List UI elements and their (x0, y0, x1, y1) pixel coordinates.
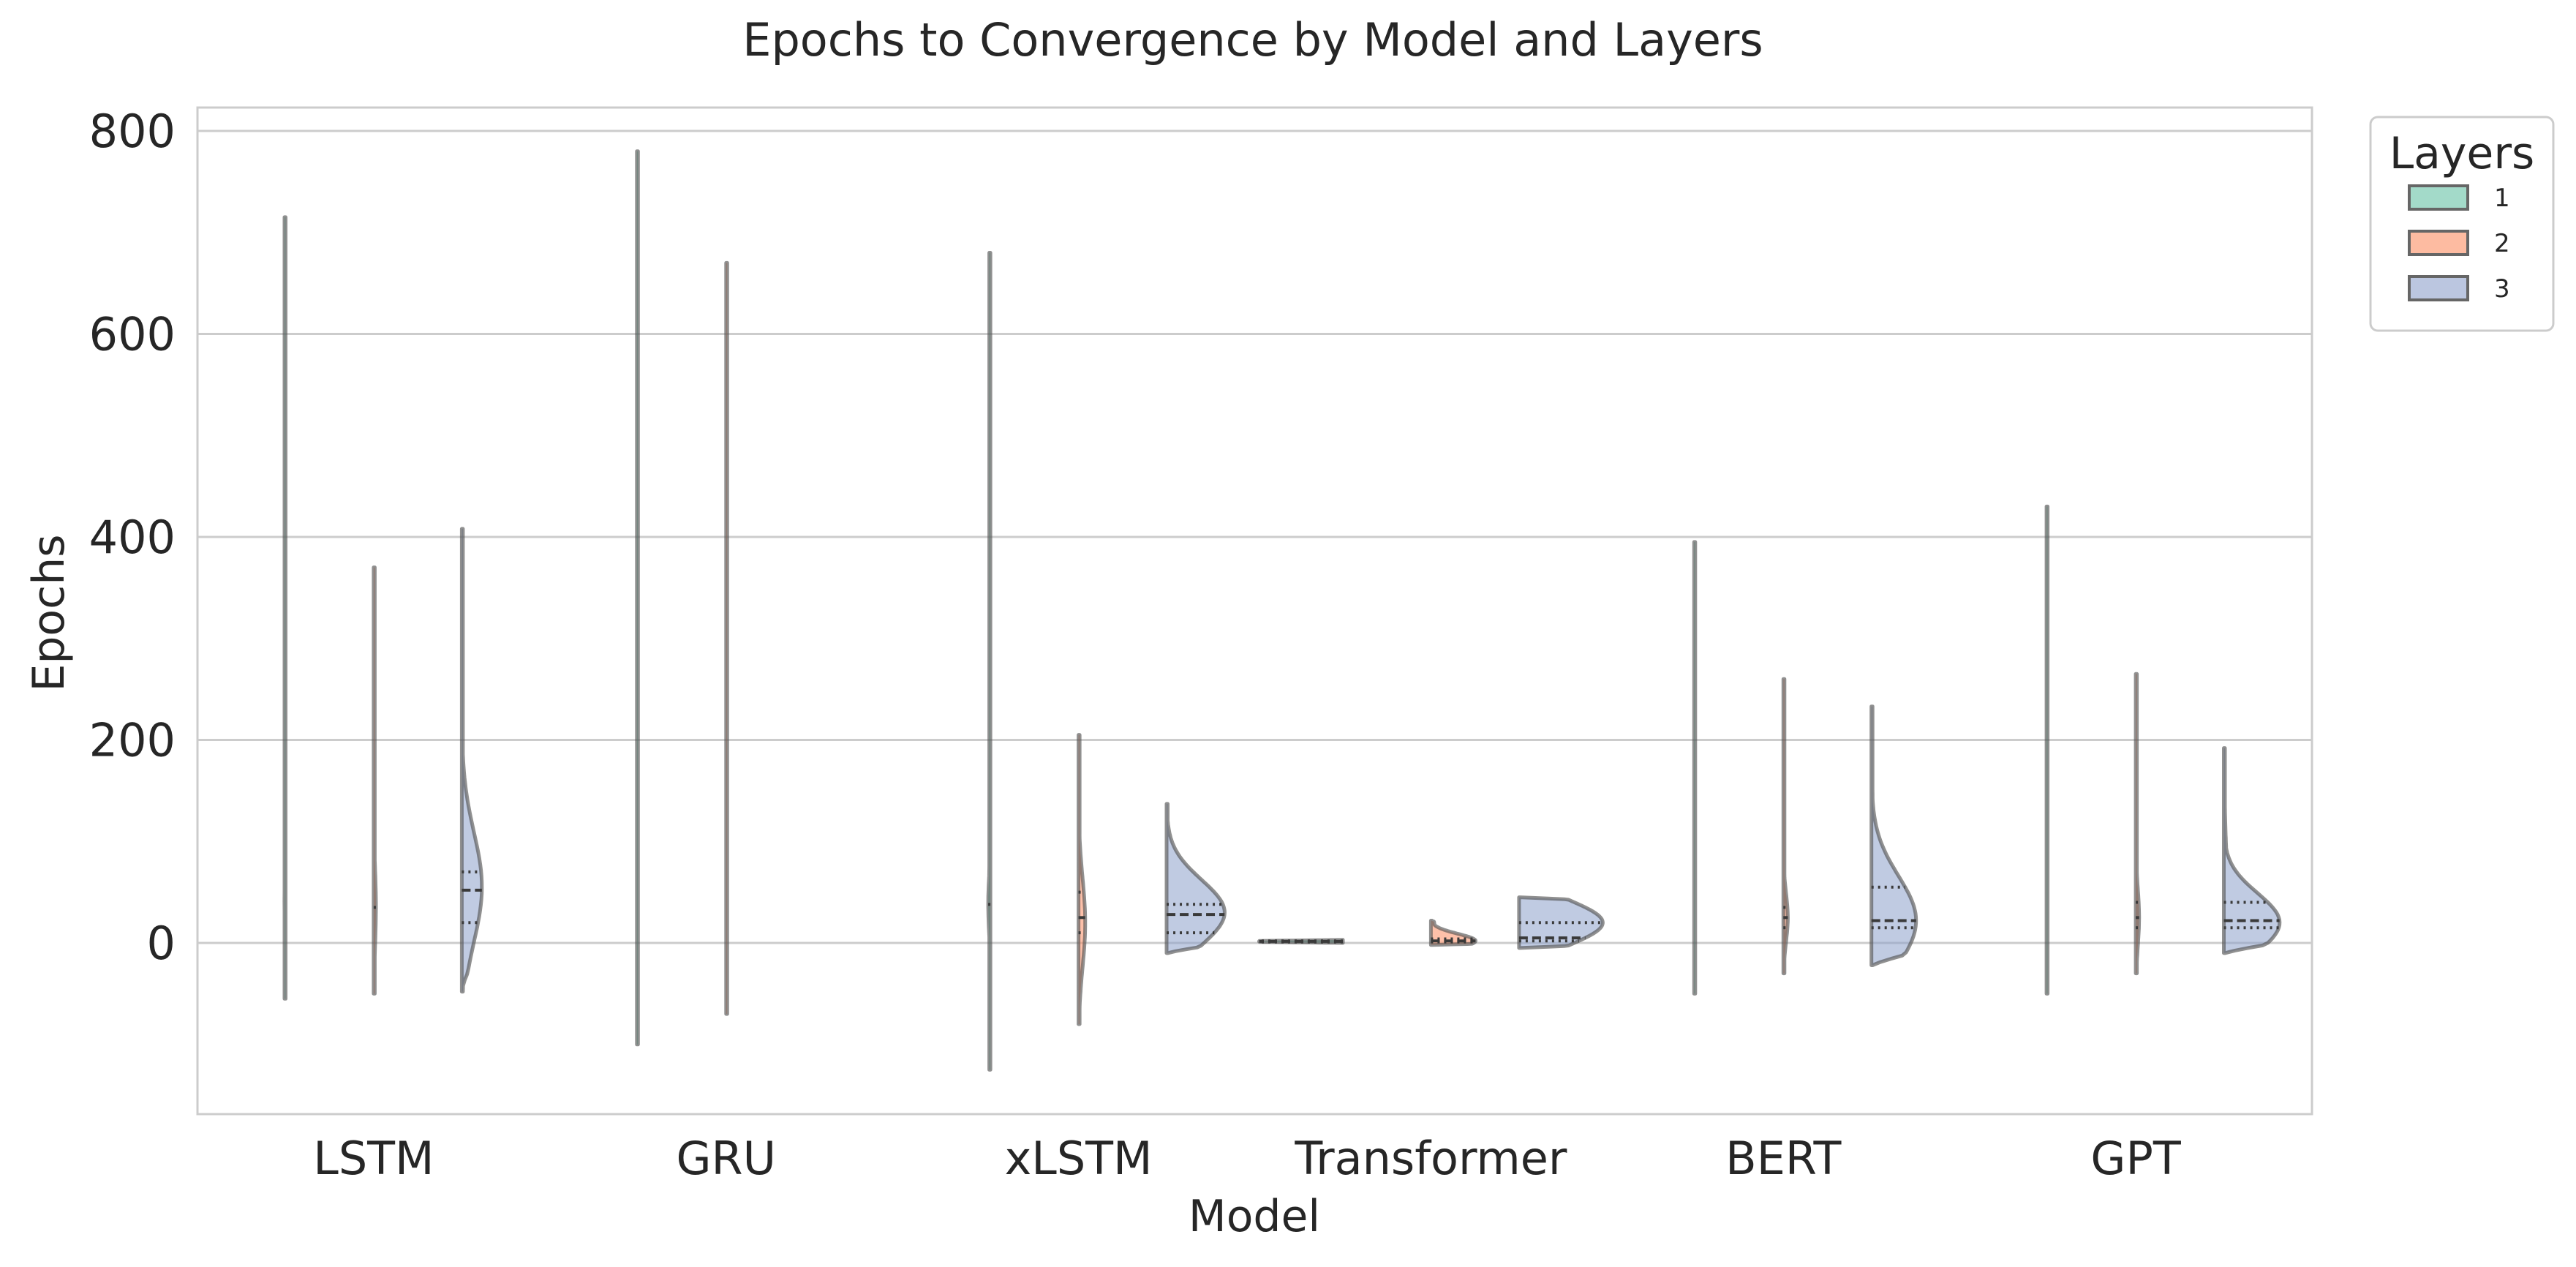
violin-layers-3-gpt (2222, 746, 2282, 955)
violin-layers-2-xlstm (1077, 733, 1088, 1026)
chart-title: Epochs to Convergence by Model and Layer… (742, 13, 1763, 67)
violin-layers-2-lstm (372, 565, 378, 996)
legend-entries: 1 2 3 (2408, 184, 2510, 304)
gridlines (197, 129, 2312, 944)
y-tick-label: 0 (147, 917, 176, 970)
violin-layers-1-gpt (2044, 504, 2050, 996)
legend-label-3: 3 (2494, 274, 2510, 304)
violin-layers-1-lstm (282, 215, 287, 1001)
legend-swatch-2 (2408, 230, 2469, 256)
y-tick-label: 800 (89, 105, 176, 158)
violin-layers-2-gru (724, 260, 729, 1016)
violin-layers-1-bert (1692, 540, 1698, 996)
x-tick-label: Transformer (1294, 1132, 1567, 1185)
violin-layers-3-xlstm (1164, 802, 1227, 955)
legend: Layers 1 2 3 (2369, 116, 2555, 332)
violin-layers-2-gpt (2134, 672, 2142, 976)
violin-layers-1-gru (635, 149, 640, 1047)
x-axis-label: Model (1189, 1191, 1320, 1242)
legend-swatch-3 (2408, 275, 2469, 301)
x-tick-label: GRU (676, 1132, 776, 1185)
violin-layers-1-xlstm (986, 251, 993, 1072)
legend-title: Layers (2389, 128, 2535, 179)
legend-swatch-1 (2408, 184, 2469, 211)
y-tick-label: 600 (89, 308, 176, 361)
x-axis-ticks: LSTM GRU xLSTM Transformer BERT GPT (313, 1132, 2182, 1185)
violin-layers-3-lstm (459, 527, 484, 994)
y-axis-label: Epochs (23, 535, 75, 692)
x-tick-label: GPT (2090, 1132, 2181, 1185)
plot-frame (196, 106, 2313, 1116)
y-tick-label: 200 (89, 714, 176, 767)
legend-label-2: 2 (2494, 229, 2510, 258)
x-tick-label: xLSTM (1005, 1132, 1153, 1185)
legend-label-1: 1 (2494, 184, 2510, 213)
violin-layers-3-transformer (1517, 895, 1605, 950)
x-tick-label: LSTM (313, 1132, 434, 1185)
x-tick-label: BERT (1725, 1132, 1842, 1185)
violin-layers-2-bert (1781, 677, 1790, 976)
y-tick-label: 400 (89, 511, 176, 564)
y-axis-ticks: 0 200 400 600 800 (89, 105, 176, 970)
violins (282, 149, 2282, 1072)
